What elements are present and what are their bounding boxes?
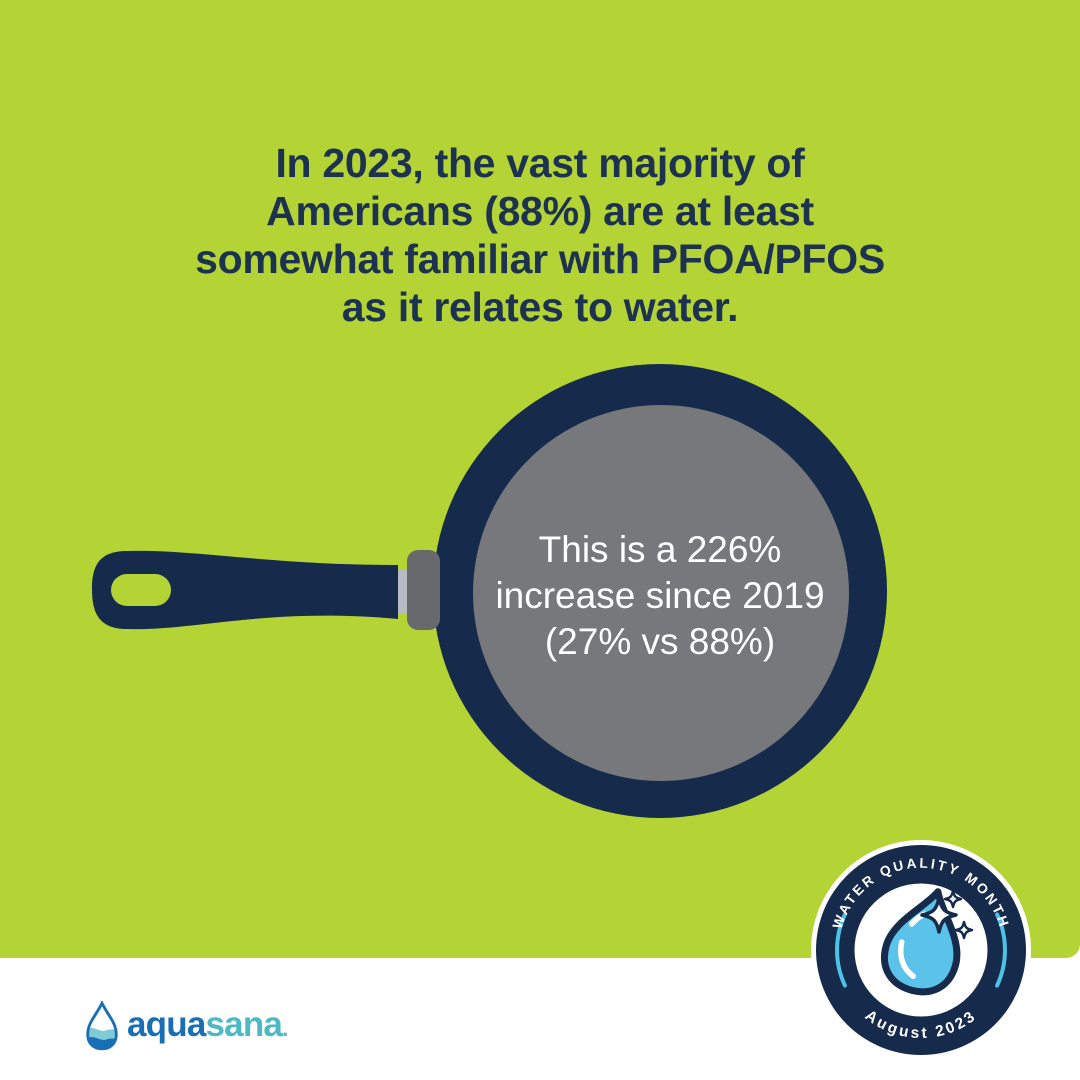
headline-line-1: In 2023, the vast majority of — [275, 140, 805, 186]
logo-text-aqua: aqua — [127, 1004, 206, 1044]
logo-text-sana: sana — [205, 1004, 283, 1044]
headline-line-4: as it relates to water. — [341, 284, 739, 330]
sparkle-icon — [920, 896, 958, 934]
badge-right-arc — [995, 912, 1007, 988]
handle-hole — [111, 574, 171, 606]
pan-surface — [473, 405, 849, 781]
pan-stat-line-3: (27% vs 88%) — [544, 621, 776, 662]
pan-stat-text: This is a 226% increase since 2019 (27% … — [450, 527, 870, 665]
handle-connector — [407, 550, 440, 630]
pan-stat-line-1: This is a 226% — [538, 529, 782, 570]
pan-handle — [92, 550, 398, 630]
aquasana-logo: aquasana. — [84, 998, 288, 1054]
water-quality-month-badge: WATER QUALITY MONTH August 2023 — [811, 840, 1031, 1060]
water-drop-icon — [86, 1001, 118, 1051]
pan-stat-line-2: increase since 2019 — [495, 575, 825, 616]
headline: In 2023, the vast majority of Americans … — [0, 139, 1080, 331]
aquasana-wordmark: aquasana. — [127, 1004, 288, 1046]
logo-trademark-dot: . — [282, 1015, 288, 1041]
sparkle-icon-small — [943, 889, 963, 909]
headline-line-3: somewhat familiar with PFOA/PFOS — [195, 236, 885, 282]
badge-left-arc — [835, 912, 847, 988]
headline-line-2: Americans (88%) are at least — [266, 188, 814, 234]
sparkle-icon-small — [954, 920, 974, 940]
